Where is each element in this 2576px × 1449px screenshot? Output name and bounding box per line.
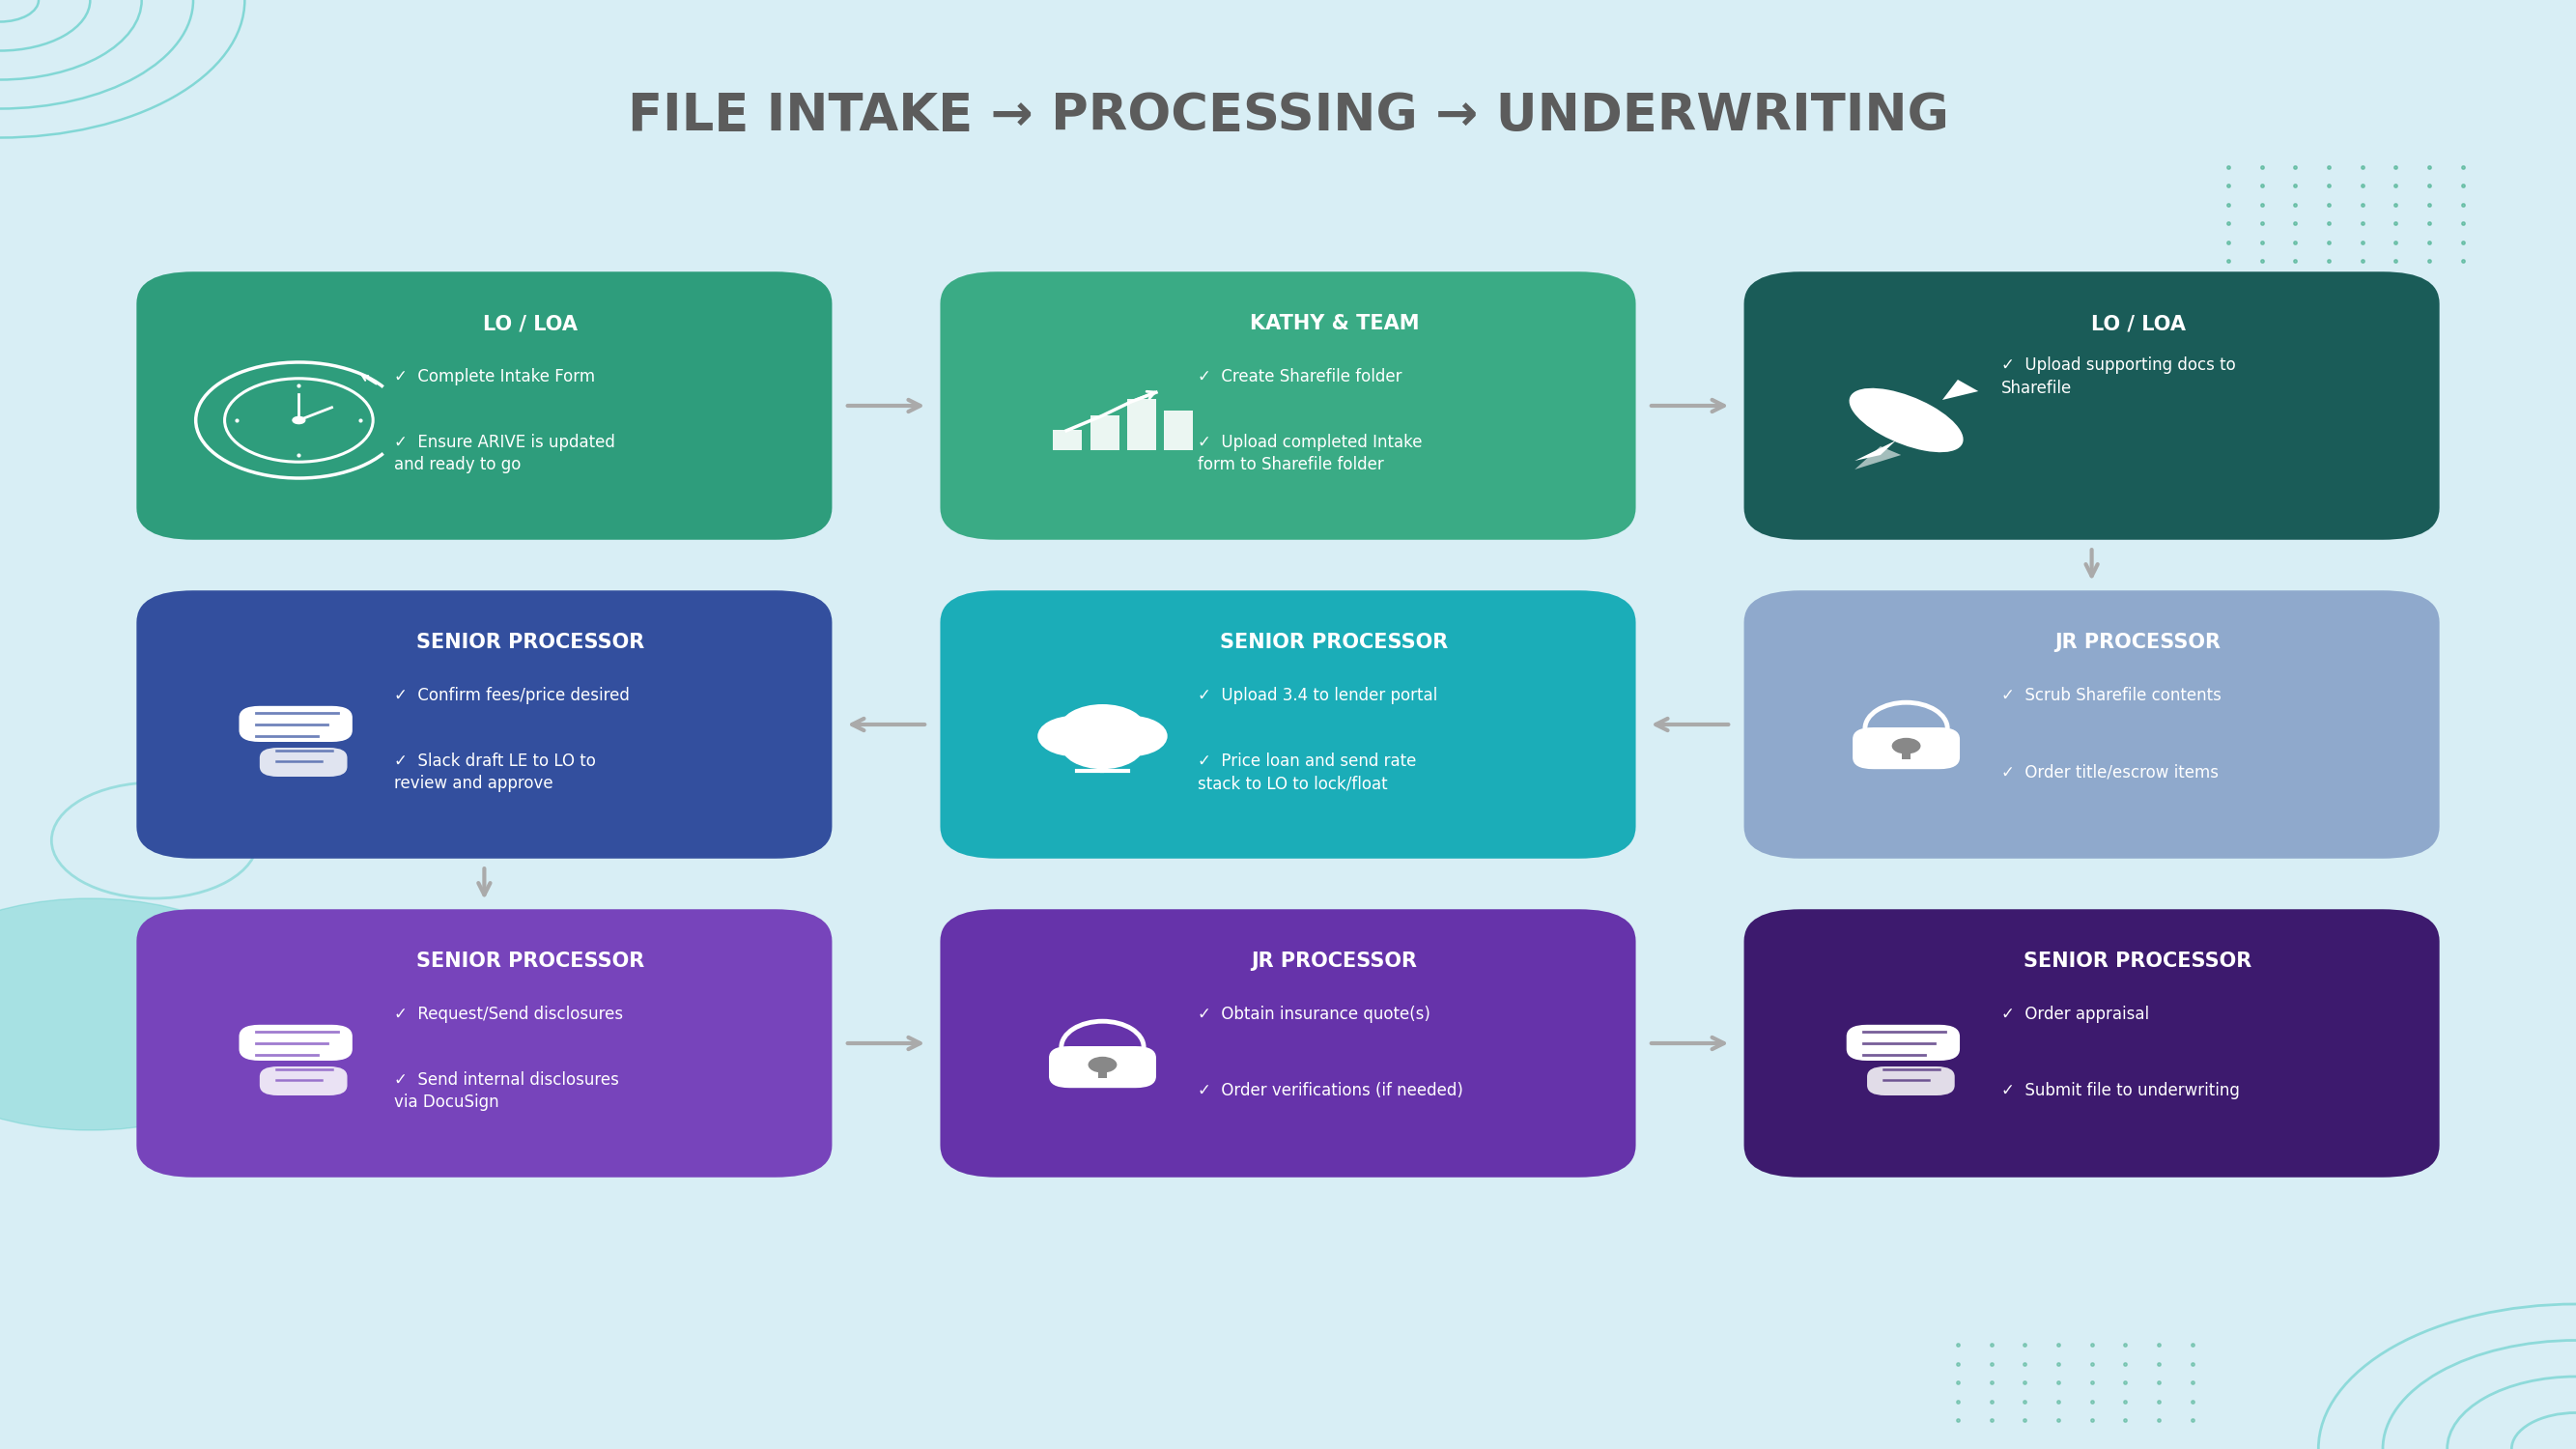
Text: FILE INTAKE → PROCESSING → UNDERWRITING: FILE INTAKE → PROCESSING → UNDERWRITING bbox=[629, 91, 1947, 141]
Circle shape bbox=[1891, 738, 1922, 753]
FancyBboxPatch shape bbox=[240, 1024, 353, 1061]
FancyBboxPatch shape bbox=[940, 910, 1636, 1177]
FancyBboxPatch shape bbox=[1054, 430, 1082, 451]
Text: ✓  Scrub Sharefile contents: ✓ Scrub Sharefile contents bbox=[2002, 687, 2221, 704]
FancyBboxPatch shape bbox=[1744, 591, 2439, 858]
Circle shape bbox=[0, 898, 296, 1130]
Text: ✓  Price loan and send rate
stack to LO to lock/float: ✓ Price loan and send rate stack to LO t… bbox=[1198, 752, 1417, 793]
Text: KATHY & TEAM: KATHY & TEAM bbox=[1249, 314, 1419, 333]
FancyBboxPatch shape bbox=[1097, 1065, 1108, 1078]
FancyBboxPatch shape bbox=[1868, 1066, 1955, 1095]
Circle shape bbox=[1095, 716, 1167, 756]
Text: SENIOR PROCESSOR: SENIOR PROCESSOR bbox=[2025, 952, 2251, 971]
FancyBboxPatch shape bbox=[137, 272, 832, 540]
FancyBboxPatch shape bbox=[1744, 272, 2439, 540]
FancyBboxPatch shape bbox=[1164, 412, 1193, 451]
FancyBboxPatch shape bbox=[260, 748, 348, 777]
Text: JR PROCESSOR: JR PROCESSOR bbox=[2056, 633, 2221, 652]
Text: ✓  Submit file to underwriting: ✓ Submit file to underwriting bbox=[2002, 1082, 2241, 1100]
Polygon shape bbox=[1855, 440, 1896, 461]
Text: ✓  Upload 3.4 to lender portal: ✓ Upload 3.4 to lender portal bbox=[1198, 687, 1437, 704]
FancyBboxPatch shape bbox=[1090, 416, 1118, 451]
Circle shape bbox=[1061, 723, 1144, 769]
Text: LO / LOA: LO / LOA bbox=[484, 314, 577, 333]
Text: SENIOR PROCESSOR: SENIOR PROCESSOR bbox=[417, 633, 644, 652]
FancyBboxPatch shape bbox=[1744, 910, 2439, 1177]
Text: ✓  Upload supporting docs to
Sharefile: ✓ Upload supporting docs to Sharefile bbox=[2002, 356, 2236, 397]
FancyBboxPatch shape bbox=[137, 591, 832, 858]
Circle shape bbox=[1087, 1056, 1118, 1072]
Text: ✓  Slack draft LE to LO to
review and approve: ✓ Slack draft LE to LO to review and app… bbox=[394, 752, 595, 793]
Text: ✓  Order title/escrow items: ✓ Order title/escrow items bbox=[2002, 764, 2218, 781]
FancyBboxPatch shape bbox=[940, 272, 1636, 540]
FancyBboxPatch shape bbox=[1048, 1046, 1157, 1088]
Text: SENIOR PROCESSOR: SENIOR PROCESSOR bbox=[1221, 633, 1448, 652]
Polygon shape bbox=[1855, 446, 1901, 469]
Text: ✓  Send internal disclosures
via DocuSign: ✓ Send internal disclosures via DocuSign bbox=[394, 1071, 618, 1111]
Text: ✓  Request/Send disclosures: ✓ Request/Send disclosures bbox=[394, 1006, 623, 1023]
Circle shape bbox=[1038, 716, 1110, 756]
Text: ✓  Create Sharefile folder: ✓ Create Sharefile folder bbox=[1198, 368, 1401, 385]
FancyBboxPatch shape bbox=[1847, 1024, 1960, 1061]
Text: ✓  Complete Intake Form: ✓ Complete Intake Form bbox=[394, 368, 595, 385]
Text: LO / LOA: LO / LOA bbox=[2092, 314, 2184, 333]
FancyBboxPatch shape bbox=[1128, 400, 1157, 451]
Text: SENIOR PROCESSOR: SENIOR PROCESSOR bbox=[417, 952, 644, 971]
FancyBboxPatch shape bbox=[240, 706, 353, 742]
Text: ✓  Ensure ARIVE is updated
and ready to go: ✓ Ensure ARIVE is updated and ready to g… bbox=[394, 433, 616, 474]
FancyBboxPatch shape bbox=[1901, 746, 1911, 759]
Ellipse shape bbox=[1850, 388, 1963, 452]
FancyBboxPatch shape bbox=[137, 910, 832, 1177]
Text: JR PROCESSOR: JR PROCESSOR bbox=[1252, 952, 1417, 971]
Circle shape bbox=[1059, 704, 1146, 753]
Polygon shape bbox=[1942, 380, 1978, 400]
Text: ✓  Confirm fees/price desired: ✓ Confirm fees/price desired bbox=[394, 687, 629, 704]
Text: ✓  Obtain insurance quote(s): ✓ Obtain insurance quote(s) bbox=[1198, 1006, 1430, 1023]
Circle shape bbox=[294, 417, 304, 423]
Text: ✓  Order verifications (if needed): ✓ Order verifications (if needed) bbox=[1198, 1082, 1463, 1100]
FancyBboxPatch shape bbox=[260, 1066, 348, 1095]
FancyBboxPatch shape bbox=[940, 591, 1636, 858]
Text: ✓  Order appraisal: ✓ Order appraisal bbox=[2002, 1006, 2148, 1023]
Text: ✓  Upload completed Intake
form to Sharefile folder: ✓ Upload completed Intake form to Sharef… bbox=[1198, 433, 1422, 474]
FancyBboxPatch shape bbox=[1852, 727, 1960, 769]
